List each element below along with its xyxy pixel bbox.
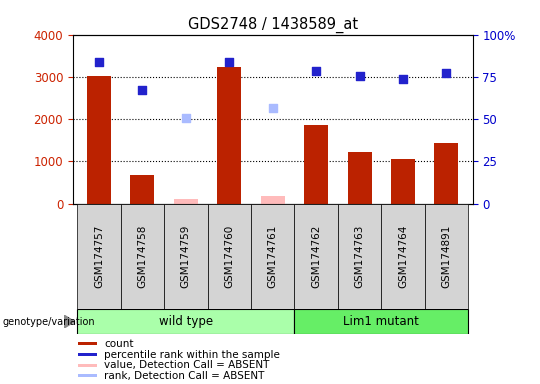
Text: value, Detection Call = ABSENT: value, Detection Call = ABSENT (104, 360, 269, 370)
Text: GSM174891: GSM174891 (441, 225, 451, 288)
Text: GSM174764: GSM174764 (398, 225, 408, 288)
Bar (78, 343, 97, 346)
Text: GSM174760: GSM174760 (224, 225, 234, 288)
Polygon shape (64, 315, 75, 328)
Bar (217, 67, 241, 204)
Bar (338, 204, 381, 309)
Bar (435, 143, 458, 204)
Bar (261, 196, 285, 204)
Point (268, 104, 277, 111)
Text: count: count (104, 339, 133, 349)
Point (225, 58, 234, 65)
Bar (207, 204, 251, 309)
Bar (381, 204, 425, 309)
Text: GSM174757: GSM174757 (94, 225, 104, 288)
Point (355, 73, 364, 79)
Point (181, 115, 190, 121)
Bar (78, 374, 97, 377)
Text: GSM174762: GSM174762 (311, 225, 321, 288)
Bar (87, 76, 111, 204)
Bar (78, 364, 97, 367)
Bar (78, 353, 97, 356)
Bar (294, 309, 468, 334)
Text: percentile rank within the sample: percentile rank within the sample (104, 349, 280, 359)
Bar (391, 159, 415, 204)
Bar (164, 204, 207, 309)
Bar (294, 204, 338, 309)
Text: GSM174758: GSM174758 (137, 225, 147, 288)
Text: GSM174759: GSM174759 (181, 225, 191, 288)
Bar (120, 204, 164, 309)
Text: rank, Detection Call = ABSENT: rank, Detection Call = ABSENT (104, 371, 265, 381)
Bar (304, 125, 328, 204)
Bar (251, 204, 294, 309)
Point (399, 76, 407, 83)
Point (442, 70, 451, 76)
Bar (131, 175, 154, 204)
Point (94, 60, 103, 66)
Text: GSM174763: GSM174763 (355, 225, 365, 288)
Bar (174, 199, 198, 204)
Bar (348, 152, 372, 204)
Text: Lim1 mutant: Lim1 mutant (343, 315, 419, 328)
Bar (425, 204, 468, 309)
Point (138, 87, 147, 93)
Text: wild type: wild type (159, 315, 213, 328)
Bar (77, 309, 294, 334)
Text: GSM174761: GSM174761 (268, 225, 278, 288)
Text: genotype/variation: genotype/variation (3, 317, 96, 327)
Point (312, 68, 320, 74)
Title: GDS2748 / 1438589_at: GDS2748 / 1438589_at (187, 17, 358, 33)
Bar (77, 204, 120, 309)
